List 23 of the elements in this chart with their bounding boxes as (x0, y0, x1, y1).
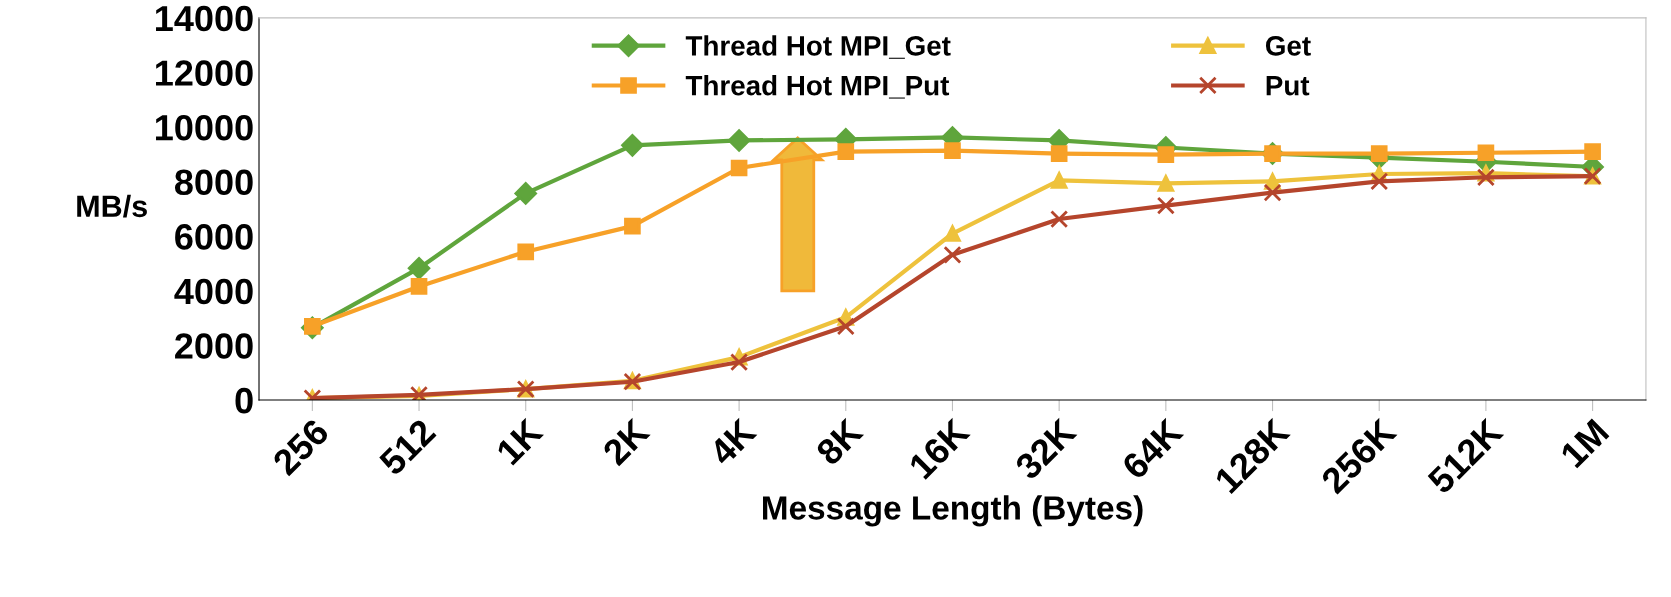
y-tick-label: 0 (235, 387, 253, 414)
x-axis-title: Message Length (Bytes) (763, 495, 1143, 527)
y-tick-label: 12000 (156, 60, 253, 86)
legend-label: Thread Hot MPI_Put (685, 75, 950, 99)
x-tick-label: 256 (271, 417, 331, 477)
x-tick-label: 1M (1559, 418, 1610, 469)
y-tick-label: 4000 (174, 278, 253, 305)
y-tick-label: 10000 (156, 114, 253, 141)
legend-label: Thread Hot MPI_Get (685, 35, 951, 59)
y-tick-label: 2000 (175, 333, 253, 359)
y-tick-label: 14000 (156, 5, 253, 32)
x-tick-label: 2K (601, 416, 651, 467)
x-tick-label: 64K (1120, 416, 1185, 481)
y-tick-label: 6000 (175, 224, 253, 250)
y-tick-label: 8000 (174, 169, 253, 196)
x-tick-label: 4K (707, 417, 758, 467)
y-axis-title: MB/s (77, 194, 147, 218)
x-tick-label: 512 (377, 417, 437, 477)
x-tick-label: 1K (495, 417, 544, 466)
x-tick-label: 8K (814, 416, 865, 467)
legend-label: Put (1266, 76, 1310, 96)
x-tick-label: 32K (1013, 416, 1078, 482)
legend-label: Get (1265, 36, 1311, 56)
